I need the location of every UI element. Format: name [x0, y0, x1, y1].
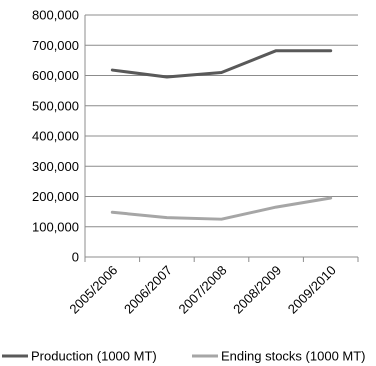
y-tick-label: 500,000: [32, 98, 79, 113]
x-tick-label: 2006/2007: [121, 263, 175, 317]
y-tick-label: 300,000: [32, 159, 79, 174]
legend-label: Ending stocks (1000 MT): [221, 349, 366, 364]
series-line-1: [110, 49, 333, 79]
x-tick-label: 2009/2010: [285, 263, 339, 317]
legend: Production (1000 MT) Ending stocks (1000 …: [2, 349, 366, 364]
y-tick-label: 200,000: [32, 189, 79, 204]
x-tick-label: 2005/2006: [66, 263, 120, 317]
x-axis-tick-labels: 2005/2006 2006/2007 2007/2008 2008/2009 2009…: [66, 257, 359, 317]
x-tick-label: 2008/2009: [230, 263, 284, 317]
y-tick-label: 600,000: [32, 68, 79, 83]
y-axis-tick-labels: 0 100,000 200,000 300,000 400,000 500,000 600,…: [32, 8, 79, 265]
y-tick-label: 0: [72, 250, 79, 265]
gridlines: [85, 14, 358, 228]
y-tick-label: 800,000: [32, 8, 79, 23]
legend-label: Production (1000 MT): [31, 349, 157, 364]
y-tick-label: 700,000: [32, 38, 79, 53]
series-line-2: [110, 196, 333, 221]
y-tick-label: 400,000: [32, 129, 79, 144]
series-lines: [110, 49, 333, 221]
x-tick-label: 2007/2008: [176, 263, 230, 317]
y-tick-label: 100,000: [32, 219, 79, 234]
